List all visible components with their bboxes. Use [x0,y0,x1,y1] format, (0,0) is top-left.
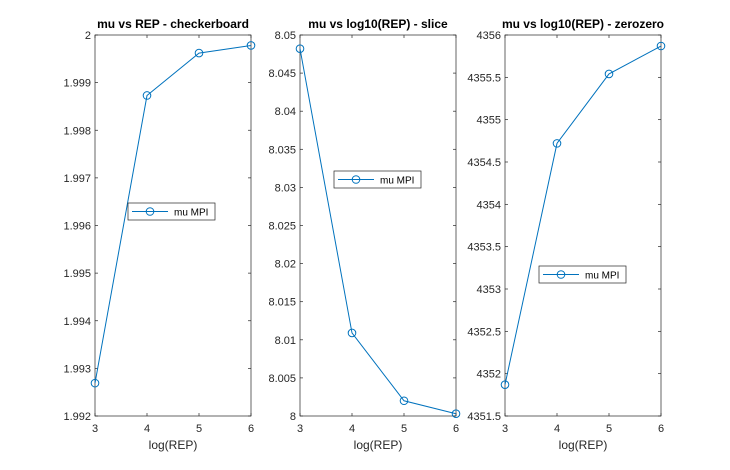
y-tick-label: 4351.5 [467,411,501,423]
y-tick-label: 8.015 [268,297,296,309]
axes-box [299,34,457,417]
legend-label: mu MPI [585,271,619,282]
axes-box [94,34,252,417]
x-tick-label: 6 [248,423,254,435]
legend: mu MPI [538,265,627,284]
legend: mu MPI [127,202,216,221]
data-point-marker [90,378,100,388]
y-tick-label: 8.02 [275,259,296,271]
chart-title: mu vs log10(REP) - slice [308,17,448,31]
y-tick-label: 1.992 [63,411,91,423]
y-tick-label: 1.996 [63,221,91,233]
y-tick-label: 8.03 [275,182,296,194]
legend-marker-sample [351,175,361,184]
x-tick-label: 3 [92,423,98,435]
chart-title: mu vs REP - checkerboard [97,17,249,31]
data-point-marker [399,396,409,406]
data-point-marker [295,44,305,54]
data-point-marker [246,41,256,50]
data-point-marker [194,48,204,58]
legend-label: mu MPI [380,176,414,187]
data-point-marker [451,409,461,419]
y-tick-label: 1.998 [63,125,91,137]
y-tick-label: 4355 [477,115,501,127]
y-tick-label: 4353.5 [467,242,501,254]
x-tick-label: 6 [453,423,459,435]
x-tick-label: 5 [196,423,202,435]
data-point-marker [604,69,614,79]
y-tick-label: 4354.5 [467,157,501,169]
y-tick-label: 1.993 [63,363,91,375]
x-tick-label: 3 [502,423,508,435]
x-tick-label: 5 [606,423,612,435]
y-tick-label: 8 [290,411,296,423]
series-line [504,45,662,385]
y-tick-label: 8.05 [275,30,296,42]
chart-panel-2: 3 4 5 6 8 8.005 8.01 8.015 8.02 8.025 8.03 8.035 8.0… [268,17,461,452]
x-tick-label: 6 [658,423,664,435]
y-tick-label: 8.025 [268,221,296,233]
y-tick-label: 4352 [477,369,501,381]
y-tick-label: 1.997 [63,173,91,185]
x-axis-label: log(REP) [149,438,198,452]
legend-marker-sample [145,207,155,216]
y-tick-label: 4354 [477,199,501,211]
y-tick-label: 8.035 [268,144,296,156]
series-line [299,48,457,415]
y-tick-label: 8.01 [275,335,296,347]
x-tick-label: 4 [144,423,150,435]
legend-label: mu MPI [174,208,208,219]
data-point-marker [552,139,562,148]
y-tick-label: 4355.5 [467,72,501,84]
y-tick-label: 8.045 [268,68,296,80]
y-tick-label: 4353 [477,284,501,296]
x-tick-label: 5 [401,423,407,435]
y-tick-label: 4352.5 [467,326,501,338]
x-tick-label: 4 [349,423,355,435]
x-axis-label: log(REP) [559,438,608,452]
legend: mu MPI [333,170,422,189]
y-tick-label: 2 [85,30,91,42]
y-tick-label: 1.995 [63,268,91,280]
y-tick-label: 1.994 [63,316,91,328]
axes-box [504,34,662,417]
data-point-marker [347,328,357,338]
x-tick-label: 4 [554,423,560,435]
series-line [94,44,252,384]
y-tick-label: 4356 [477,30,501,42]
y-tick-label: 8.04 [275,106,296,118]
y-tick-label: 8.005 [268,373,296,385]
legend-marker-sample [556,270,566,279]
chart-panel-3: 3 4 5 6 4351.5 4352 4352.5 4353 4353.5 4354 4354.5… [467,17,666,452]
y-tick-label: 1.999 [63,78,91,90]
chart-panel-1: 3 4 5 6 1.992 1.993 1.994 1.995 1.996 1.997 1.998 1… [63,17,256,452]
x-tick-label: 3 [297,423,303,435]
chart-title: mu vs log10(REP) - zerozero [502,17,664,31]
data-point-marker [656,41,666,51]
data-point-marker [142,91,152,100]
data-point-marker [500,380,510,389]
x-axis-label: log(REP) [354,438,403,452]
